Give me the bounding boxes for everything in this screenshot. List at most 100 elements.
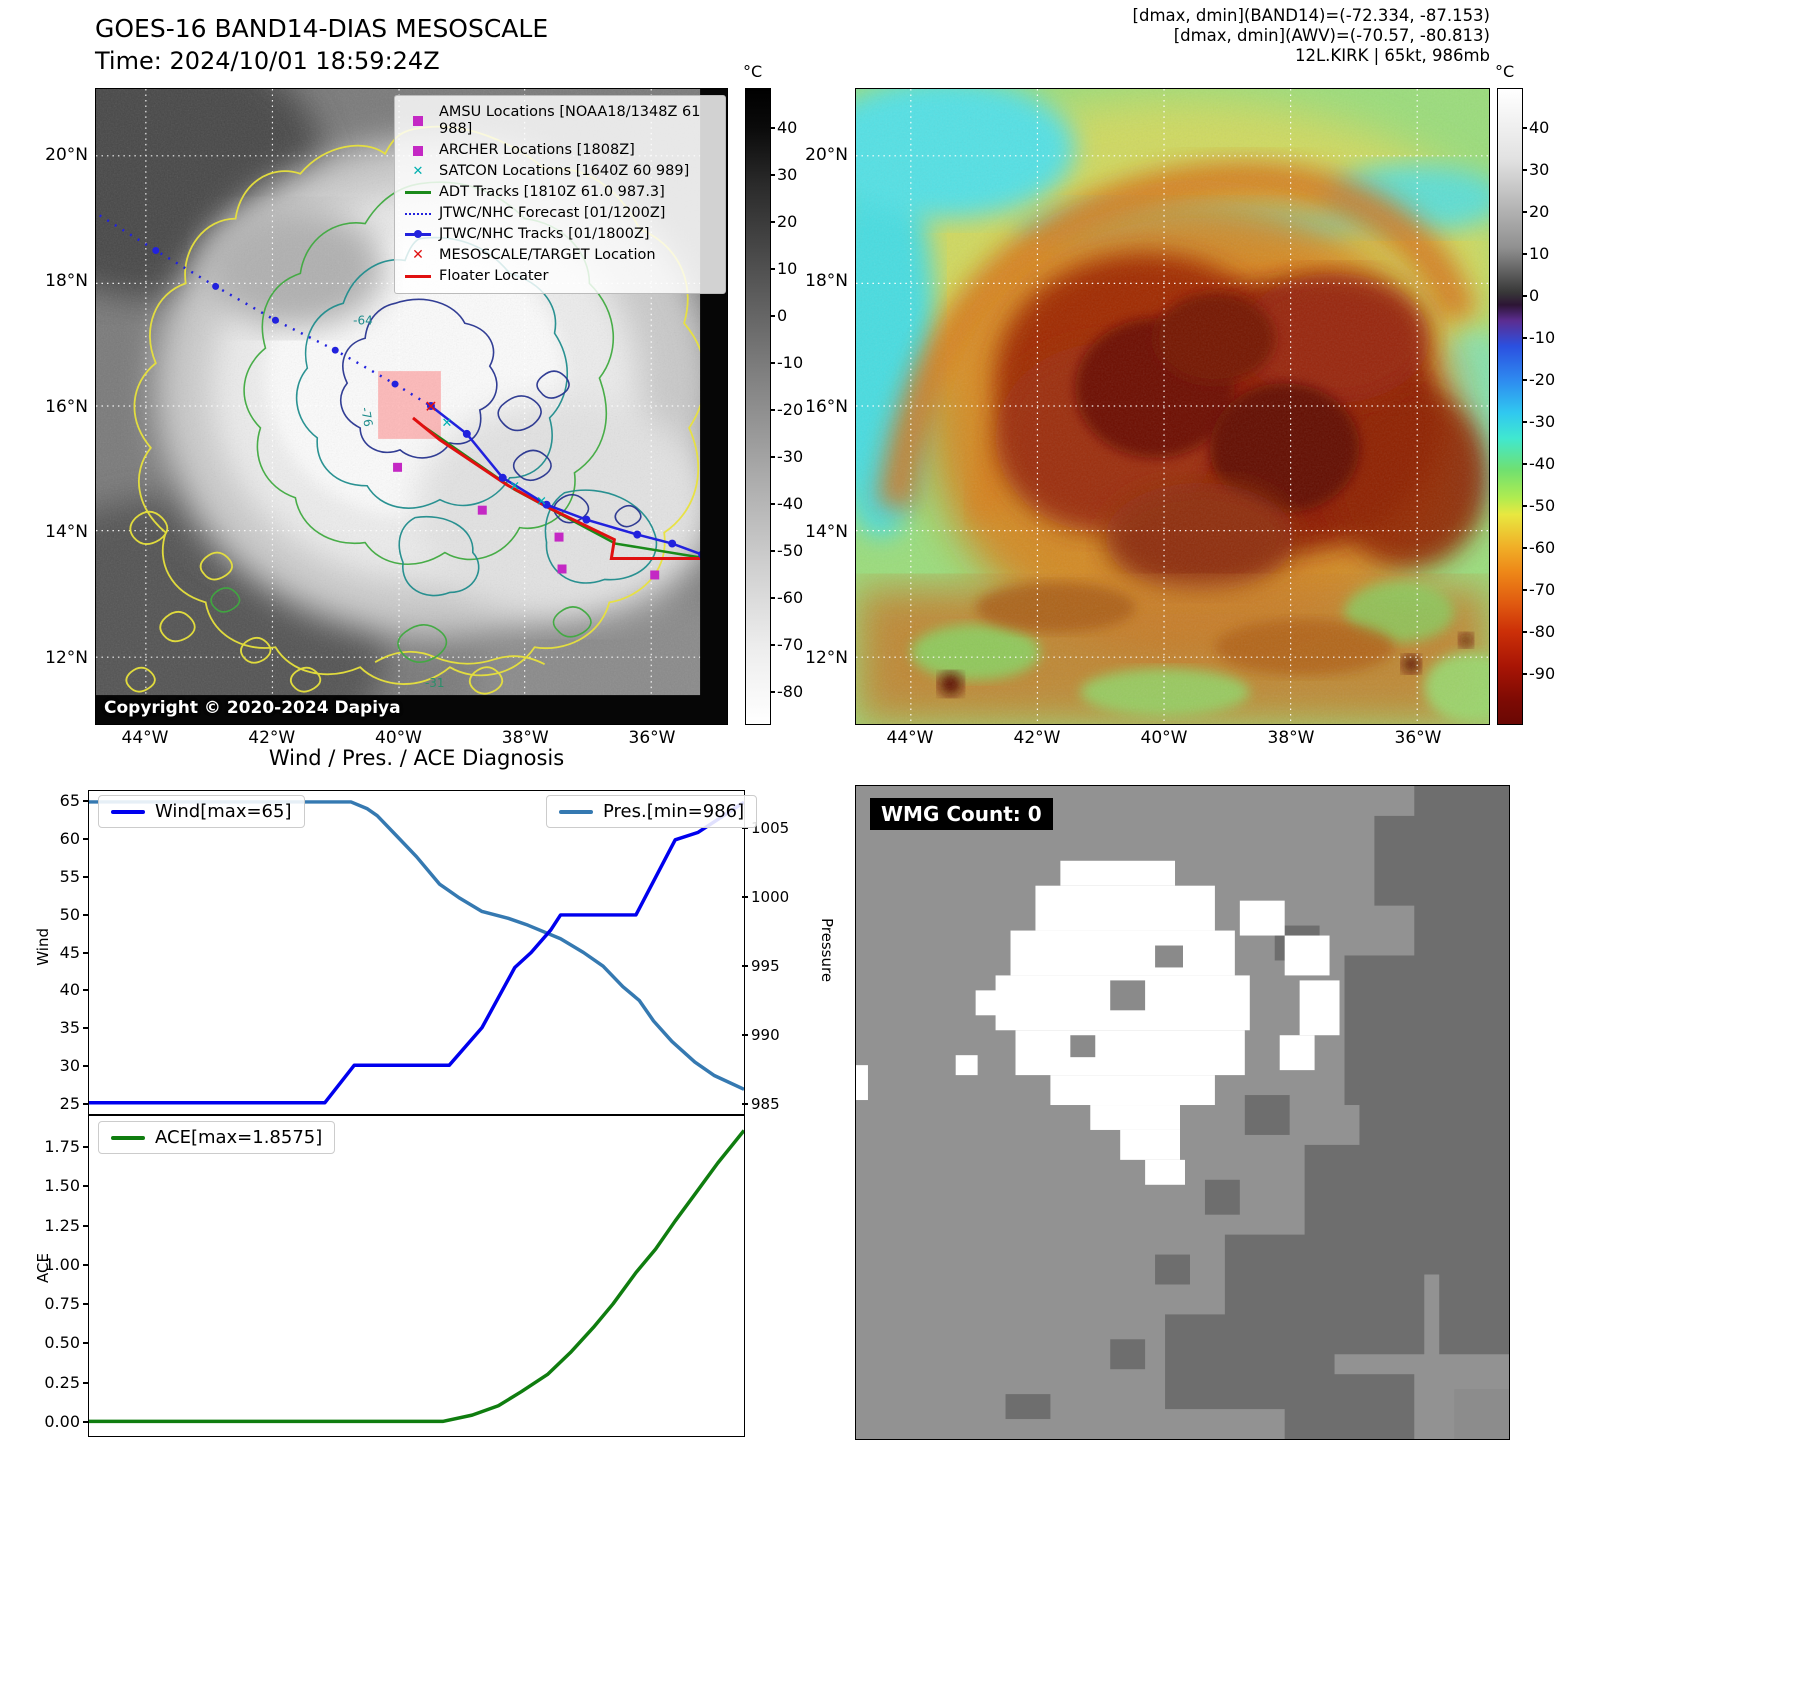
satcon-markers: ✕ ✕ ✕ (441, 416, 547, 510)
svg-text:✕: ✕ (509, 480, 520, 495)
left-panel-title: GOES-16 BAND14-DIAS MESOSCALE (95, 14, 549, 43)
header-line-awv: [dmax, dmin](AWV)=(-70.57, -80.813) (1173, 26, 1490, 45)
colorbar-tick-label: 20 (1529, 202, 1573, 222)
colorbar-tick-label: -60 (777, 588, 821, 608)
right-map-lon-axis: 44°W 42°W 40°W 38°W 36°W (886, 728, 1442, 750)
left-colorbar-unit: °C (743, 62, 763, 81)
pressure-legend-label: Pres.[min=986] (603, 801, 745, 822)
colorbar-tick-label: -50 (777, 541, 821, 561)
cold-contours (295, 236, 658, 597)
colorbar-tick-label: -10 (1529, 328, 1573, 348)
amsu-archer-markers (393, 462, 660, 580)
lat-tick-label: 14°N (45, 522, 88, 543)
legend-item: AMSU Locations [NOAA18/1348Z 61 988] (405, 104, 715, 138)
pressure-legend-chip: Pres.[min=986] (546, 795, 758, 828)
ace-plot (89, 1129, 744, 1424)
legend-label: ARCHER Locations [1808Z] (439, 142, 635, 158)
wind-series-line (89, 800, 744, 1105)
colorbar-tick-label: -70 (777, 635, 821, 655)
left-map-lon-axis: 44°W 42°W 40°W 38°W 36°W (121, 728, 676, 750)
pressure-tick-label: 985 (751, 1095, 799, 1113)
svg-text:✕: ✕ (441, 416, 452, 431)
wmg-map: WMG Count: 0 (855, 785, 1510, 1440)
wmg-count-badge: WMG Count: 0 (870, 798, 1053, 830)
colorbar-tick-label: -30 (777, 447, 821, 467)
ace-legend-chip: ACE[max=1.8575] (98, 1121, 336, 1154)
colorbar-tick-label: -40 (777, 494, 821, 514)
map-legend: AMSU Locations [NOAA18/1348Z 61 988] ARC… (394, 95, 726, 294)
colorbar-tick-label: -80 (1529, 622, 1573, 642)
wmg-white-cluster (856, 860, 1340, 1185)
colorbar-tick-label: 30 (777, 165, 821, 185)
lat-tick-label: 18°N (805, 270, 848, 291)
left-colorbar-ticks: 40 30 20 10 0 -10 -20 -30 -40 -50 -60 -70 -80 (777, 118, 821, 702)
left-colorbar (745, 88, 771, 725)
lon-tick-label: 38°W (501, 728, 549, 748)
legend-item: JTWC/NHC Tracks [01/1800Z] (405, 226, 715, 243)
wind-tick-label: 60 (30, 829, 80, 848)
lon-tick-label: 42°W (1013, 728, 1061, 748)
legend-item: ADT Tracks [1810Z 61.0 987.3] (405, 184, 715, 201)
ace-y-axis: 1.75 1.50 1.25 1.00 0.75 0.50 0.25 0.00 (20, 1138, 80, 1431)
wind-tick-label: 30 (30, 1057, 80, 1075)
pressure-series-line (89, 800, 744, 1091)
ace-tick-label: 1.75 (20, 1138, 80, 1156)
colorbar-tick-label: 20 (777, 212, 821, 232)
colorbar-tick-label: -10 (777, 353, 821, 373)
right-colorbar-ticks: 40 30 20 10 0 -10 -20 -30 -40 -50 -60 -70 -80 -90 (1529, 118, 1573, 684)
colorbar-tick-label: 0 (777, 306, 821, 326)
legend-item: JTWC/NHC Forecast [01/1200Z] (405, 205, 715, 222)
colorbar-tick-label: 40 (777, 118, 821, 138)
colorbar-tick-label: -80 (777, 682, 821, 702)
ace-tick-label: 1.50 (20, 1177, 80, 1195)
ace-tick-label: 1.25 (20, 1216, 80, 1235)
right-map-lat-axis: 20°N 18°N 16°N 14°N 12°N (796, 143, 848, 670)
ace-legend-label: ACE[max=1.8575] (155, 1127, 323, 1148)
jtwc-forecast-track (96, 211, 432, 408)
legend-item: ARCHER Locations [1808Z] (405, 142, 715, 159)
lat-tick-label: 12°N (805, 648, 848, 668)
graticule (856, 89, 1489, 724)
legend-label: AMSU Locations [NOAA18/1348Z 61 988] (439, 104, 701, 137)
forecast-dotted-line-icon (405, 212, 431, 215)
pressure-tick-label: 990 (751, 1026, 799, 1044)
lat-tick-label: 12°N (45, 648, 88, 668)
legend-label: JTWC/NHC Tracks [01/1800Z] (439, 226, 650, 242)
wind-tick-label: 55 (30, 867, 80, 886)
colorbar-tick-label: -70 (1529, 580, 1573, 600)
lon-tick-label: 42°W (248, 728, 296, 748)
lon-tick-label: 38°W (1267, 728, 1315, 748)
sector-edge-bottom (96, 695, 727, 724)
lon-tick-label: 44°W (886, 728, 934, 748)
wind-axis-label: Wind (34, 928, 52, 966)
grayscale-satellite-image: -64 -76 -31 (96, 89, 727, 724)
colorbar-tick-label: 40 (1529, 118, 1573, 138)
wind-tick-label: 35 (30, 1019, 80, 1037)
colorbar-tick-label: -40 (1529, 454, 1573, 474)
archer-square-icon (405, 145, 431, 156)
ace-tick-label: 0.75 (20, 1295, 80, 1313)
band14-grayscale-map: -64 -76 -31 (95, 88, 728, 725)
lon-tick-label: 40°W (1140, 728, 1188, 748)
pressure-tick-label: 1005 (751, 819, 799, 837)
lat-tick-label: 16°N (805, 396, 848, 417)
lon-tick-label: 36°W (1394, 728, 1442, 748)
pressure-line-icon (559, 809, 593, 814)
adt-line-icon (405, 191, 431, 194)
ace-line-icon (111, 1135, 145, 1140)
colorbar-tick-label: -50 (1529, 496, 1573, 516)
lon-tick-label: 36°W (628, 728, 676, 748)
floater-line-icon (405, 275, 431, 278)
lat-tick-label: 20°N (805, 145, 848, 165)
colorbar-tick-label: -30 (1529, 412, 1573, 432)
svg-text:✕: ✕ (536, 495, 547, 510)
wind-tick-label: 40 (30, 981, 80, 999)
ace-tick-label: 0.50 (20, 1334, 80, 1352)
wind-tick-label: 25 (30, 1095, 80, 1113)
header-line-band14: [dmax, dmin](BAND14)=(-72.334, -87.153) (1132, 6, 1490, 25)
lat-tick-label: 16°N (45, 396, 88, 417)
lon-tick-label: 40°W (375, 728, 422, 748)
ace-tick-label: 0.00 (20, 1412, 80, 1431)
lat-tick-label: 14°N (805, 522, 848, 543)
